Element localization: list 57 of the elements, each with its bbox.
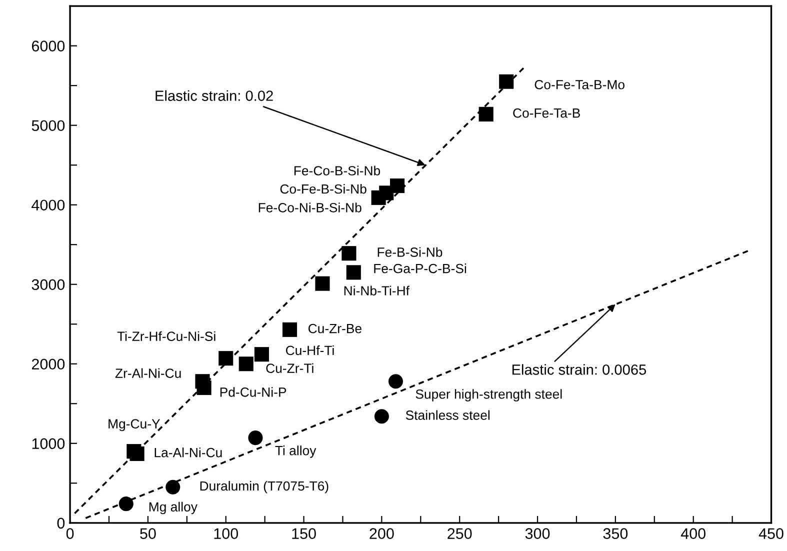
annotation: Elastic strain: 0.0065 xyxy=(512,364,646,375)
point xyxy=(238,356,254,372)
data-label: Cu-Hf-Ti xyxy=(286,345,334,356)
data-label: Ni-Nb-Ti-Hf xyxy=(344,286,410,296)
data-label: Co-Fe-Ta-B-Mo xyxy=(534,80,624,90)
point xyxy=(374,409,389,424)
point xyxy=(315,276,330,291)
x-tick-label: 0 xyxy=(66,528,74,539)
data-label: Duralumin (T7075-T6) xyxy=(200,480,328,494)
data-label: Fe-Ga-P-C-B-Si xyxy=(374,264,466,274)
y-tick-label: 2000 xyxy=(32,358,65,370)
data-label: Mg-Cu-Y xyxy=(108,419,160,432)
x-tick-label: 150 xyxy=(292,528,316,539)
point xyxy=(342,246,356,261)
y-tick-label: 5000 xyxy=(32,120,65,132)
data-label: Cu-Zr-Be xyxy=(308,324,362,334)
y-tick-label: 0 xyxy=(57,518,65,529)
data-label: La-Al-Ni-Cu xyxy=(154,448,222,458)
data-label: Fe-Co-B-Si-Nb xyxy=(294,166,380,176)
x-tick-label: 350 xyxy=(603,528,628,539)
point xyxy=(254,347,269,362)
y-tick-label: 6000 xyxy=(32,40,65,52)
point xyxy=(346,265,361,280)
data-label: Ti alloy xyxy=(275,446,316,458)
point xyxy=(478,106,494,122)
point xyxy=(130,446,144,462)
point xyxy=(196,380,212,396)
point xyxy=(499,74,514,89)
y-tick-label: 4000 xyxy=(32,200,65,211)
x-tick-label: 450 xyxy=(758,528,784,539)
y-tick-label: 3000 xyxy=(32,279,65,290)
x-tick-label: 250 xyxy=(448,528,472,539)
x-tick-label: 100 xyxy=(214,528,238,539)
data-label: Pd-Cu-Ni-P xyxy=(220,387,286,397)
point xyxy=(218,351,234,366)
y-tick-label: 1000 xyxy=(32,438,65,450)
point xyxy=(166,480,180,494)
point xyxy=(118,496,134,512)
x-tick-label: 300 xyxy=(525,528,550,539)
data-label: Fe-B-Si-Nb xyxy=(378,247,442,257)
data-label: Co-Fe-B-Si-Nb xyxy=(280,184,366,194)
data-label: Cu-Zr-Ti xyxy=(266,363,314,373)
data-label: Mg alloy xyxy=(149,502,198,514)
data-label: Zr-Al-Ni-Cu xyxy=(115,368,181,378)
data-label: Stainless steel xyxy=(406,410,490,420)
data-label: Super high-strength steel xyxy=(416,389,562,402)
point xyxy=(371,190,386,205)
annotation: Elastic strain: 0.02 xyxy=(156,90,273,101)
data-label: Co-Fe-Ta-B xyxy=(513,108,580,118)
x-tick-label: 200 xyxy=(370,528,394,539)
point xyxy=(388,374,404,389)
point xyxy=(248,430,263,446)
data-label: Ti-Zr-Hf-Cu-Ni-Si xyxy=(117,331,216,342)
x-tick-label: 50 xyxy=(140,528,156,539)
x-tick-label: 400 xyxy=(680,528,706,539)
point xyxy=(282,322,298,337)
data-label: Fe-Co-Ni-B-Si-Nb xyxy=(258,202,362,212)
